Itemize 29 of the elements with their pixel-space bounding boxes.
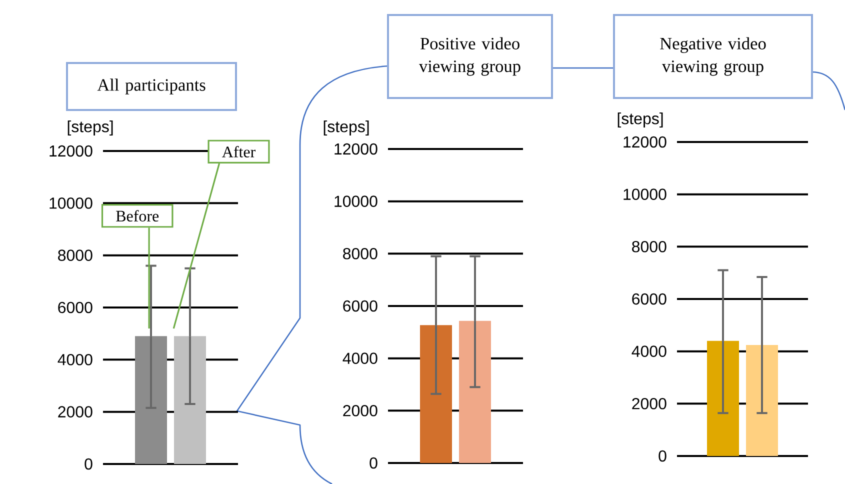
y-tick-label: 4000	[632, 346, 666, 357]
y-tick-label: 8000	[632, 240, 666, 252]
annotation: After	[222, 146, 256, 158]
y-tick-label: 4000	[342, 352, 378, 364]
chart-title: Positive video viewing group	[418, 37, 520, 76]
chart-title: All participants	[97, 78, 206, 94]
y-tick-label: 2000	[632, 398, 666, 410]
y-tick-label: 4000	[58, 354, 92, 366]
y-tick-label: 8000	[343, 248, 378, 260]
y-axis-title: [steps]	[618, 112, 663, 128]
y-tick-label: 10000	[50, 197, 92, 209]
y-axis-title: [steps]	[68, 120, 113, 136]
y-tick-label: 10000	[334, 196, 378, 207]
y-tick-label: 0	[84, 458, 92, 470]
y-tick-label: 12000	[50, 145, 92, 157]
y-tick-label: 0	[658, 450, 666, 462]
y-tick-label: 6000	[58, 302, 92, 314]
y-tick-label: 12000	[334, 143, 378, 155]
y-tick-label: 0	[370, 457, 378, 469]
y-tick-label: 6000	[632, 293, 666, 305]
y-tick-label: 2000	[58, 406, 92, 418]
chart-title: Negative video viewing group	[660, 37, 766, 76]
annotation: Before	[116, 210, 159, 222]
y-tick-label: 10000	[624, 188, 666, 200]
y-tick-label: 2000	[343, 404, 378, 416]
y-axis-title: [steps]	[324, 120, 369, 136]
y-tick-label: 6000	[343, 300, 378, 312]
y-tick-label: 12000	[624, 136, 666, 148]
y-tick-label: 8000	[58, 250, 92, 261]
